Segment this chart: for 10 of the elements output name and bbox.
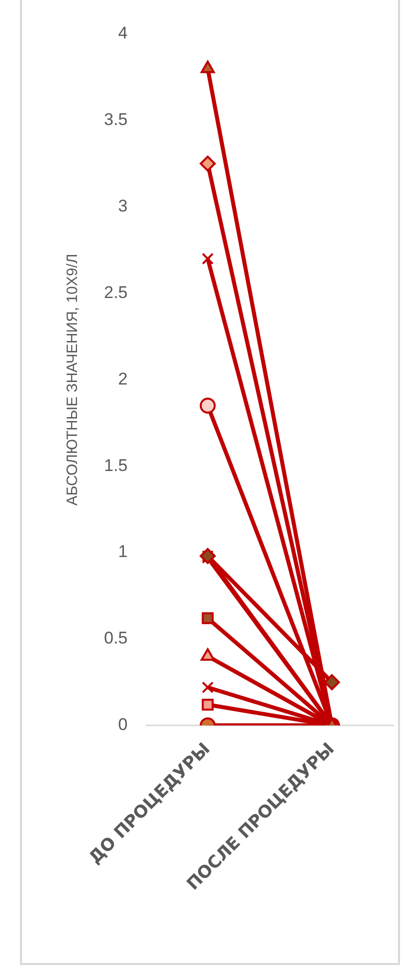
- y-tick-label: 0.5: [104, 628, 128, 648]
- y-tick-label: 1.5: [104, 456, 128, 475]
- y-axis-title: АБСОЛЮТНЫЕ ЗНАЧЕНИЯ, 10Х9/Л: [64, 254, 82, 506]
- y-tick-label: 4: [118, 24, 128, 43]
- y-tick-label: 3: [118, 196, 128, 216]
- y-tick-label: 1: [118, 542, 128, 562]
- y-tick-label: 2.5: [104, 282, 128, 302]
- y-tick-label: 2: [118, 369, 128, 388]
- y-tick-label: 3.5: [104, 110, 128, 130]
- y-tick-label: 0: [118, 715, 128, 734]
